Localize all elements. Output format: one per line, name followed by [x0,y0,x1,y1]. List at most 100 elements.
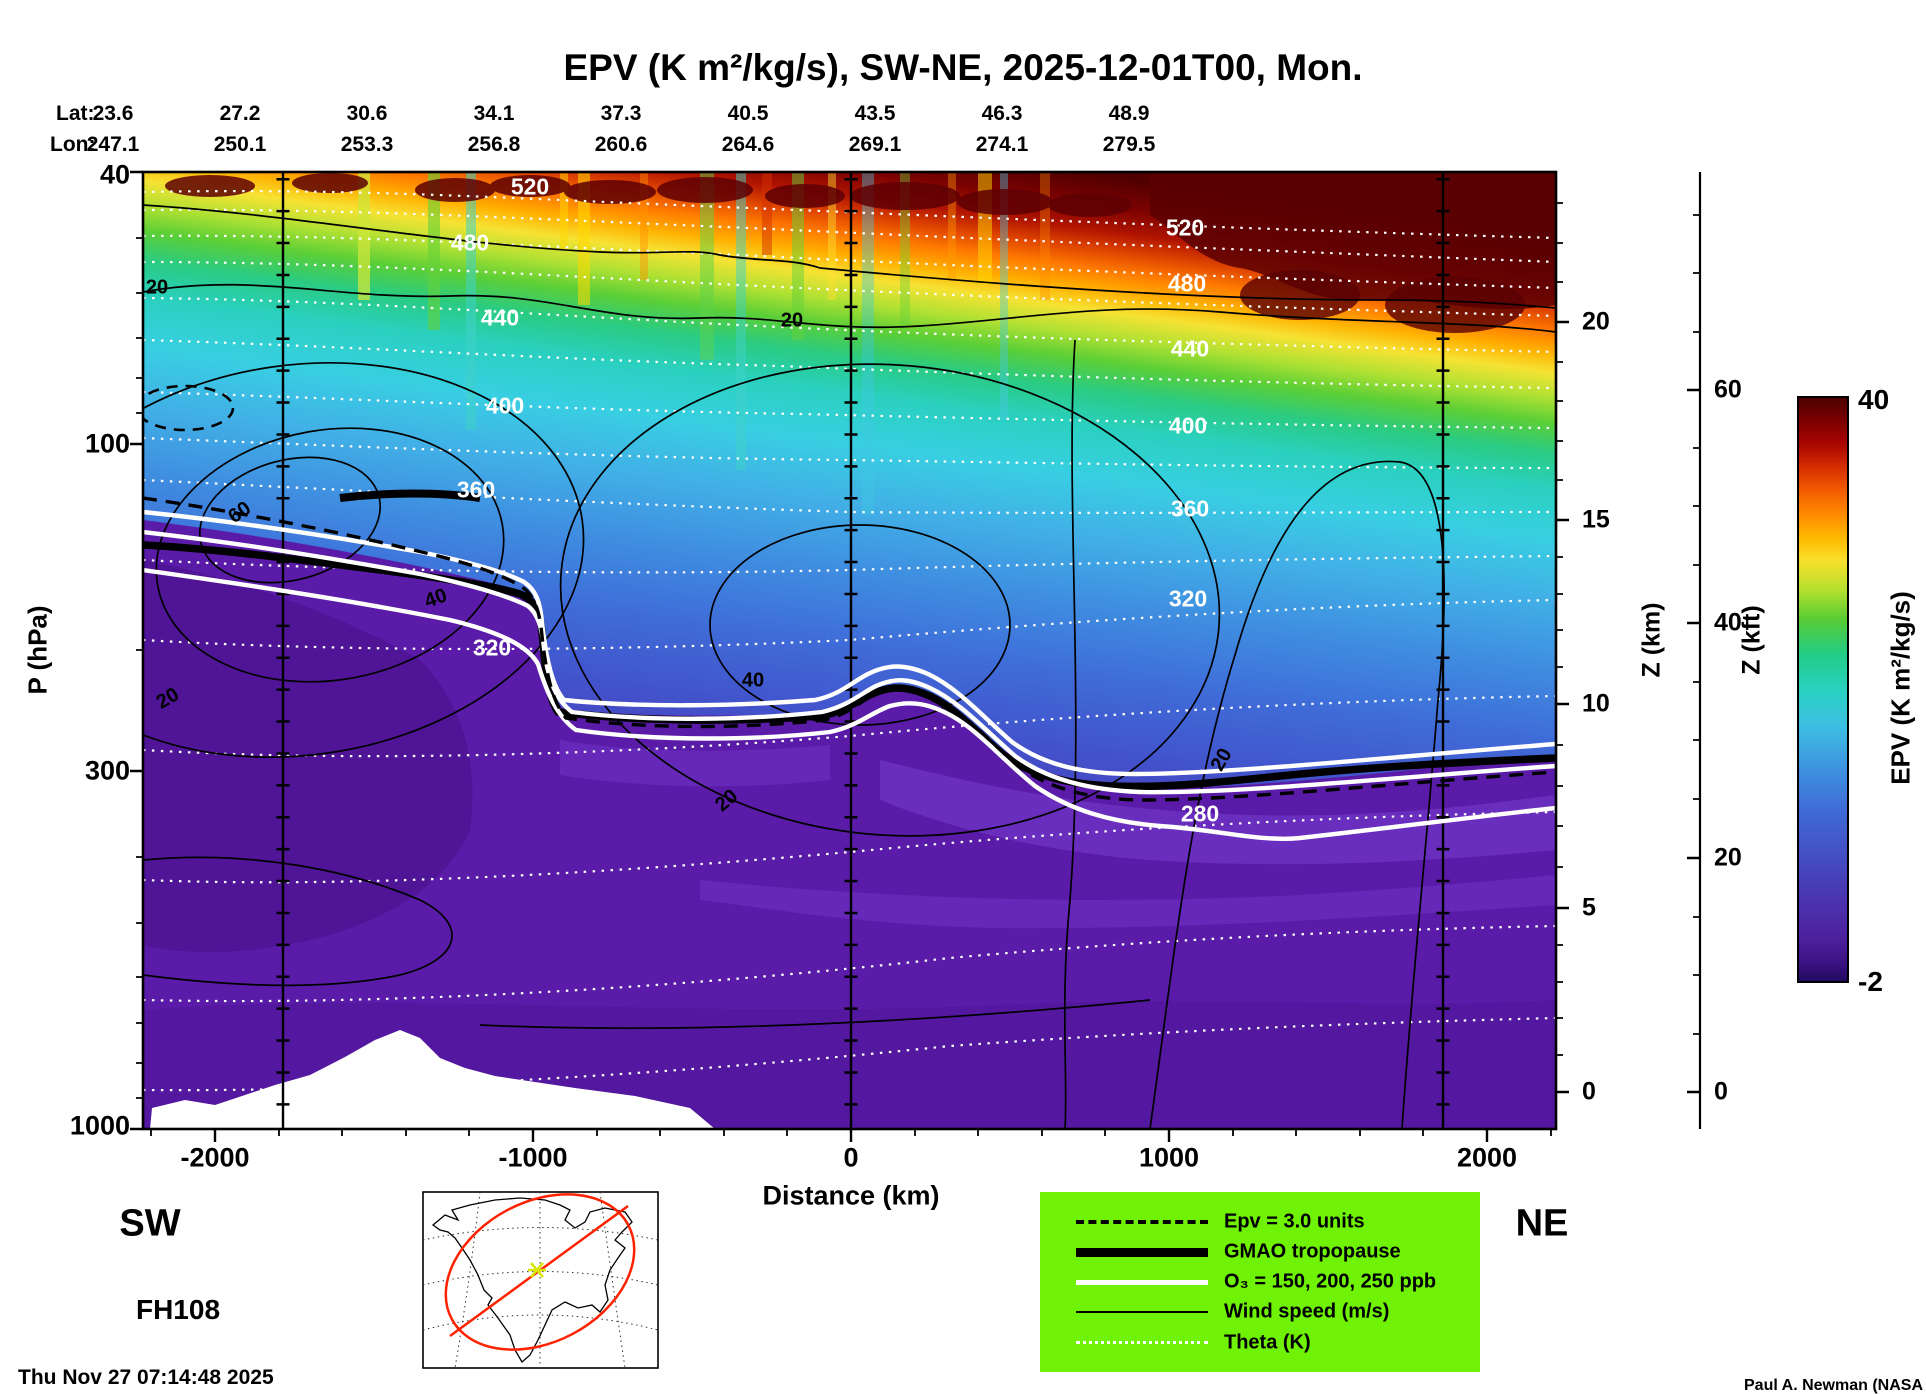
map-coastline [431,1197,633,1364]
legend-label: Wind speed (m/s) [1224,1300,1390,1323]
inset-map [422,1191,659,1369]
lat-value: 46.3 [981,102,1023,125]
lon-row-label: Lon: [50,133,96,156]
zkm-tick: 20 [1582,307,1610,336]
forecast-hour-label: FH108 [135,1294,221,1325]
theta-contour-label: 520 [510,173,550,200]
p-axis-minor-ticks [136,237,143,1099]
theta-contour-label: 360 [1170,495,1210,522]
lat-value: 30.6 [346,102,388,125]
x-axis-minor-ticks [150,1129,1552,1136]
zkm-axis-label: Z (km) [1637,602,1666,678]
lat-value: 37.3 [600,102,642,125]
theta-contour-label: 320 [1168,585,1208,612]
gmao-tropopause-line [143,541,1556,791]
epv3-line-sample [1076,1220,1208,1224]
p-axis-label: P (hPa) [22,605,53,695]
plot-area [143,172,1556,1129]
colorbar-min: -2 [1858,966,1883,997]
lon-value: 253.3 [340,133,394,156]
zkft-tick: 60 [1714,375,1742,404]
theta-line-sample [1076,1341,1208,1344]
corner-label-ne: NE [1515,1202,1569,1245]
map-transect-ellipse [444,1193,636,1351]
terrain-mask [150,1030,715,1129]
x-tick: 0 [843,1142,859,1173]
lat-value: 43.5 [854,102,896,125]
p-tick: 40 [99,159,130,190]
tropopause-segment [339,489,481,502]
lat-value: 48.9 [1108,102,1150,125]
tropopause-line-sample [1076,1248,1208,1257]
high-epv-blobs [165,173,1132,217]
lon-value: 250.1 [213,133,267,156]
high-epv-blob [1385,277,1525,333]
zkm-axis-major-ticks [1556,320,1569,1094]
theta-contour-label: 400 [485,392,525,419]
lat-value: 40.5 [727,102,769,125]
lat-value: 23.6 [92,102,134,125]
theta-contour-label: 320 [472,634,512,661]
colorbar [1797,396,1849,983]
convective-streaks [358,173,1050,515]
x-tick: 1000 [1138,1142,1200,1173]
zkft-tick: 40 [1714,608,1742,637]
zkm-tick: 0 [1582,1077,1596,1106]
lon-value: 256.8 [467,133,521,156]
legend-label: GMAO tropopause [1224,1240,1401,1263]
legend: Epv = 3.0 units GMAO tropopause O₃ = 150… [1040,1192,1480,1372]
wind-line-sample [1076,1311,1208,1313]
zkft-axis-label: Z (kft) [1737,605,1766,675]
waypoint-reference-lines [276,172,1450,1129]
p-axis-major-ticks [130,170,143,1131]
theta-contours [143,189,1556,1092]
legend-label: Theta (K) [1224,1331,1311,1354]
epv3-contour [143,384,1556,802]
map-graticule [422,1191,659,1369]
x-tick: 2000 [1456,1142,1518,1173]
colorbar-label: EPV (K m²/kg/s) [1885,591,1916,785]
theta-contour-label: 440 [480,304,520,331]
theta-contour-label: 440 [1170,335,1210,362]
zkm-tick: 10 [1582,689,1610,718]
corner-label-sw: SW [119,1202,181,1245]
theta-contour-label: 280 [1180,800,1220,827]
plot-frame-and-ticks [130,170,1569,1142]
zkft-tick: 0 [1714,1077,1728,1106]
theta-contour-label: 360 [456,476,496,503]
lon-value: 279.5 [1102,133,1156,156]
wind-contour-label: 20 [145,276,169,299]
theta-contour-label: 520 [1165,214,1205,241]
lon-value: 247.1 [86,133,140,156]
lon-value: 264.6 [721,133,775,156]
p-tick: 100 [84,428,130,459]
zkft-axis [1687,172,1702,1129]
map-center-marker [528,1262,546,1278]
o3-line-sample [1076,1280,1208,1285]
wind-contour-label: 40 [741,669,765,692]
high-epv-region-ne [1150,172,1556,310]
colorbar-max: 40 [1858,384,1890,415]
lon-value: 274.1 [975,133,1029,156]
zkft-tick: 20 [1714,843,1742,872]
credit: Paul A. Newman (NASA [1744,1377,1923,1394]
theta-contour-label: 480 [450,229,490,256]
x-axis-label: Distance (km) [762,1180,940,1211]
legend-label: Epv = 3.0 units [1224,1210,1365,1233]
x-axis-major-ticks [213,1129,1489,1142]
legend-label: O₃ = 150, 200, 250 ppb [1224,1270,1437,1293]
theta-contour-label: 400 [1168,412,1208,439]
timestamp: Thu Nov 27 07:14:48 2025 [18,1366,274,1389]
lat-row-label: Lat: [56,102,95,125]
lat-value: 27.2 [219,102,261,125]
plot-title: EPV (K m²/kg/s), SW-NE, 2025-12-01T00, M… [563,47,1363,88]
theta-contour-label: 480 [1167,270,1207,297]
lon-value: 269.1 [848,133,902,156]
p-tick: 300 [84,755,130,786]
x-tick: -2000 [180,1142,250,1173]
wind-contour-label: 20 [780,309,804,332]
p-tick: 1000 [69,1110,130,1141]
zkm-tick: 15 [1582,505,1610,534]
